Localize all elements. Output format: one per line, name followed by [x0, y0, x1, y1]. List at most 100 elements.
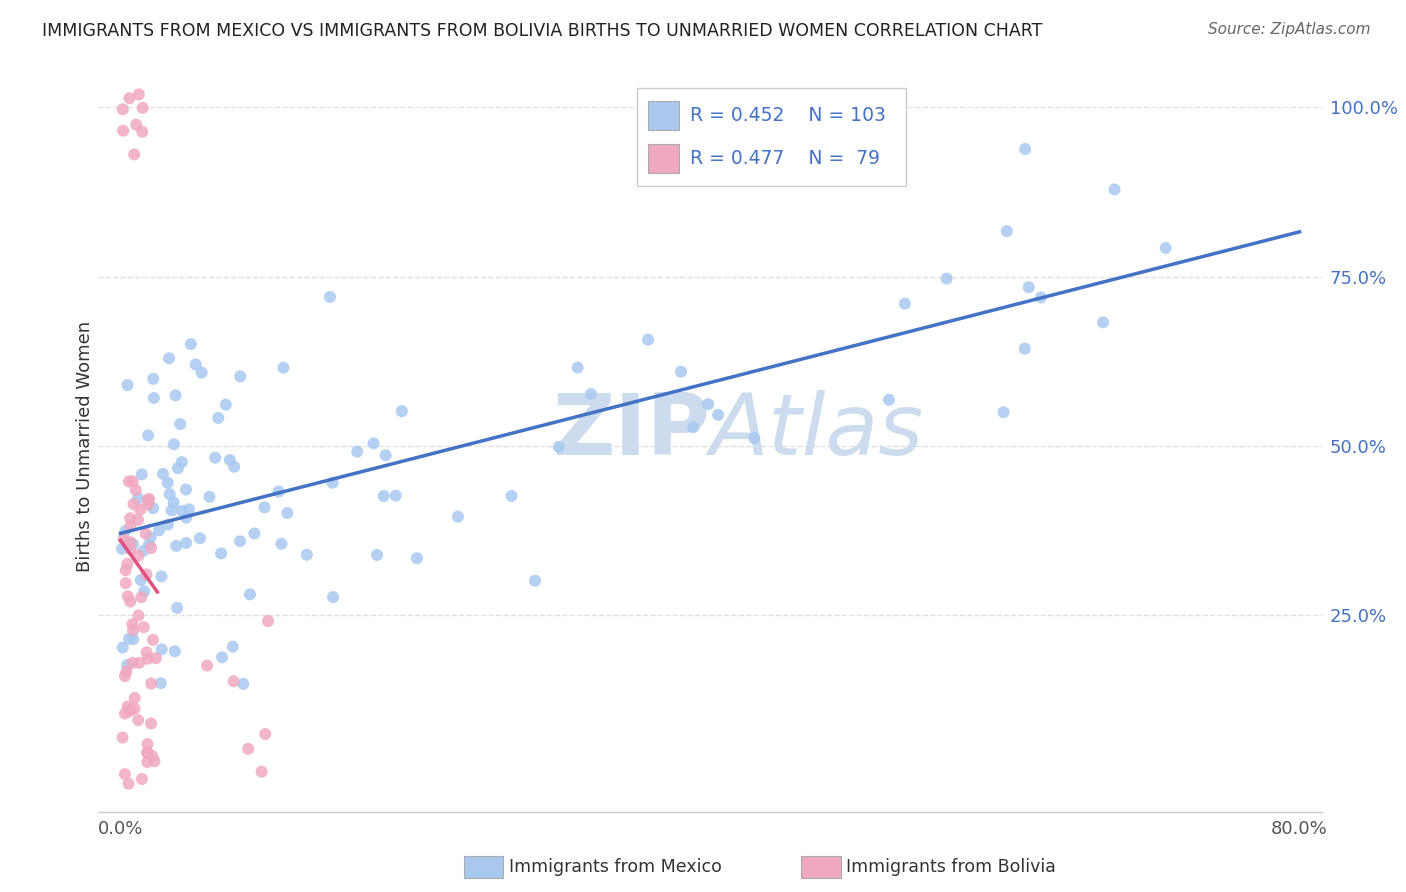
Point [319, 290, 342, 304]
Point [136, 755, 159, 769]
Point [118, 632, 141, 646]
Point [131, 125, 153, 139]
Point [157, 351, 180, 366]
Point [363, 436, 385, 450]
Point [894, 296, 917, 310]
Point [118, 91, 141, 105]
Point [136, 745, 159, 759]
Point [229, 534, 252, 549]
Point [159, 487, 181, 501]
Point [198, 490, 221, 504]
Point [139, 530, 162, 544]
Point [136, 652, 159, 666]
Point [121, 656, 143, 670]
Point [250, 764, 273, 779]
Point [138, 492, 160, 507]
Point [138, 538, 160, 552]
Point [136, 492, 159, 507]
Point [567, 360, 589, 375]
Point [115, 658, 138, 673]
Point [127, 713, 149, 727]
Point [270, 537, 292, 551]
Text: Immigrants from Bolivia: Immigrants from Bolivia [846, 858, 1056, 876]
Point [190, 366, 212, 380]
Point [129, 502, 152, 516]
Point [111, 640, 134, 655]
Point [253, 500, 276, 515]
Point [254, 727, 277, 741]
Point [142, 372, 165, 386]
Point [128, 87, 150, 102]
Point [117, 699, 139, 714]
Point [124, 702, 146, 716]
Point [136, 746, 159, 760]
Point [141, 748, 163, 763]
Point [127, 491, 149, 506]
Point [167, 461, 190, 475]
Point [195, 658, 218, 673]
Point [120, 703, 142, 717]
Point [141, 541, 163, 555]
Point [120, 542, 142, 557]
Point [222, 674, 245, 689]
Point [166, 600, 188, 615]
Point [163, 437, 186, 451]
Point [127, 608, 149, 623]
Point [163, 495, 186, 509]
Point [406, 551, 429, 566]
Point [122, 497, 145, 511]
Point [124, 690, 146, 705]
Point [184, 358, 207, 372]
Point [1092, 315, 1115, 329]
Point [122, 147, 145, 161]
Point [188, 531, 211, 545]
Point [165, 539, 187, 553]
Point [111, 731, 134, 745]
Point [115, 537, 138, 551]
Point [524, 574, 547, 588]
Point [174, 536, 197, 550]
Point [120, 535, 142, 549]
Point [148, 524, 170, 538]
Point [174, 510, 197, 524]
Point [236, 741, 259, 756]
Point [232, 677, 254, 691]
Point [384, 489, 406, 503]
Point [669, 365, 692, 379]
Point [129, 573, 152, 587]
Point [127, 513, 149, 527]
Point [117, 590, 139, 604]
Point [165, 388, 187, 402]
Point [257, 614, 280, 628]
Point [118, 475, 141, 489]
Point [128, 549, 150, 563]
Point [273, 360, 295, 375]
Point [131, 467, 153, 482]
Point [366, 548, 388, 562]
Point [117, 378, 139, 392]
Point [995, 224, 1018, 238]
Point [132, 620, 155, 634]
Point [139, 716, 162, 731]
Point [207, 411, 229, 425]
Point [117, 777, 139, 791]
Point [239, 587, 262, 601]
Point [218, 453, 240, 467]
Point [209, 546, 232, 560]
Point [174, 483, 197, 497]
Point [373, 489, 395, 503]
Point [122, 632, 145, 646]
Point [120, 594, 142, 608]
Text: Immigrants from Mexico: Immigrants from Mexico [509, 858, 721, 876]
Point [150, 569, 173, 583]
Point [579, 387, 602, 401]
Point [121, 475, 143, 489]
Point [135, 526, 157, 541]
Point [120, 511, 142, 525]
Point [138, 498, 160, 512]
Point [111, 102, 134, 116]
Text: Atlas: Atlas [710, 390, 924, 473]
Point [877, 392, 900, 407]
Point [935, 271, 957, 285]
Point [142, 391, 165, 405]
